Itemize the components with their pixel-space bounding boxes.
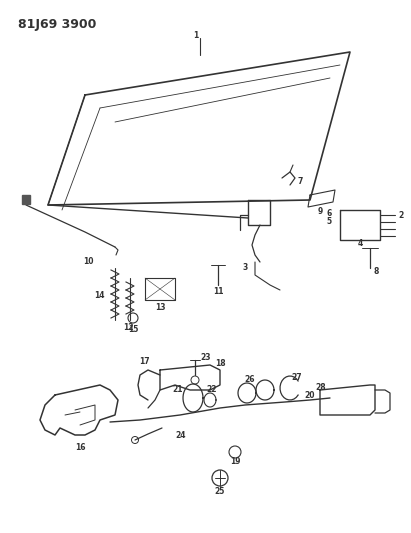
Text: 6: 6 [327,208,332,217]
Text: 1: 1 [193,30,199,39]
Text: 9: 9 [317,207,323,216]
Text: 15: 15 [128,326,138,335]
Text: 20: 20 [305,391,315,400]
Text: 26: 26 [245,376,255,384]
Text: 3: 3 [242,263,247,272]
Text: 17: 17 [139,358,150,367]
Text: 21: 21 [173,385,183,394]
Text: 27: 27 [292,374,302,383]
Text: 18: 18 [215,359,226,367]
Text: 22: 22 [207,385,217,394]
Text: 25: 25 [215,488,225,497]
Text: 5: 5 [327,216,332,225]
Text: 13: 13 [155,303,165,311]
Text: 16: 16 [75,443,85,453]
Text: 14: 14 [95,290,105,300]
Bar [22,195,30,204]
Text: 7: 7 [298,177,303,187]
Text: 12: 12 [123,324,133,333]
Text: 28: 28 [315,384,326,392]
Text: 10: 10 [83,257,93,266]
Text: 23: 23 [200,353,210,362]
Text: 4: 4 [358,238,363,247]
Text: 24: 24 [175,432,185,440]
Text: 2: 2 [398,211,403,220]
Text: 11: 11 [213,287,223,296]
Text: 19: 19 [230,457,240,466]
Text: 81J69 3900: 81J69 3900 [18,18,96,31]
Text: 8: 8 [374,268,379,277]
